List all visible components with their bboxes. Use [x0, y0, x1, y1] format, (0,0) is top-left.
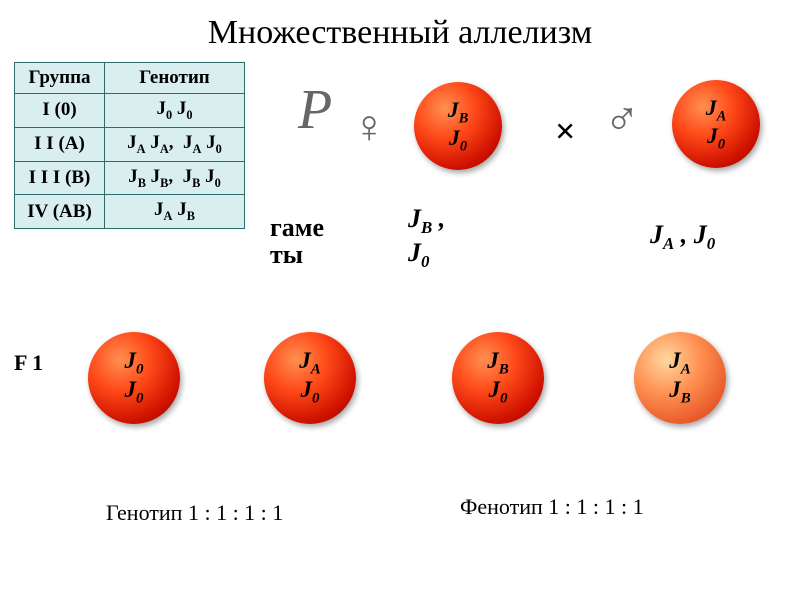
cross-symbol: ×: [555, 110, 576, 152]
offspring-cell: J0 J0: [88, 332, 180, 424]
table-row: IV (AB)JA JB: [15, 195, 245, 229]
parent-generation-symbol: P: [298, 78, 332, 142]
cell-genotype: JA JA, JA J0: [105, 127, 245, 161]
allele-line: J0: [125, 378, 144, 407]
table-header-group: Группа: [15, 63, 105, 94]
allele-line: J0: [301, 378, 320, 407]
offspring-cell: JA J0: [264, 332, 356, 424]
allele-line: JB: [448, 98, 469, 126]
allele-line: JB: [487, 349, 508, 378]
cell-genotype: JB JB, JB J0: [105, 161, 245, 195]
table-row: I I I (B)JB JB, JB J0: [15, 161, 245, 195]
allele-line: J0: [489, 378, 508, 407]
allele-line: JA: [299, 349, 320, 378]
offspring-cell: JB J0: [452, 332, 544, 424]
cell-group: I I I (B): [15, 161, 105, 195]
allele-line: JA: [706, 96, 727, 124]
cell-genotype: JA JB: [105, 195, 245, 229]
genotype-table: Группа Генотип I (0)J0 J0I I (A)JA JA, J…: [14, 62, 245, 229]
gametes-male: JA , J0: [650, 220, 715, 254]
cell-genotype: J0 J0: [105, 94, 245, 128]
f1-generation-label: F 1: [14, 350, 43, 376]
page-title: Множественный аллелизм: [0, 0, 800, 60]
genotype-ratio: Генотип 1 : 1 : 1 : 1: [106, 500, 283, 526]
cell-group: IV (AB): [15, 195, 105, 229]
cell-group: I (0): [15, 94, 105, 128]
allele-line: JB: [669, 378, 690, 407]
gametes-female: JB ,J0: [408, 204, 445, 271]
table-header-genotype: Генотип: [105, 63, 245, 94]
parent-cell-male: JA J0: [672, 80, 760, 168]
phenotype-ratio: Фенотип 1 : 1 : 1 : 1: [460, 494, 644, 520]
table-row: I (0)J0 J0: [15, 94, 245, 128]
allele-line: JA: [669, 349, 690, 378]
allele-line: J0: [449, 126, 467, 154]
allele-line: J0: [707, 124, 725, 152]
table-row: I I (A)JA JA, JA J0: [15, 127, 245, 161]
parent-cell-female: JB J0: [414, 82, 502, 170]
gametes-label: гаметы: [270, 214, 354, 269]
male-symbol-icon: ♂: [604, 92, 640, 147]
female-symbol-icon: ♀: [352, 100, 387, 153]
offspring-cell: JA JB: [634, 332, 726, 424]
allele-line: J0: [125, 349, 144, 378]
table-body: I (0)J0 J0I I (A)JA JA, JA J0I I I (B)JB…: [15, 94, 245, 229]
cell-group: I I (A): [15, 127, 105, 161]
